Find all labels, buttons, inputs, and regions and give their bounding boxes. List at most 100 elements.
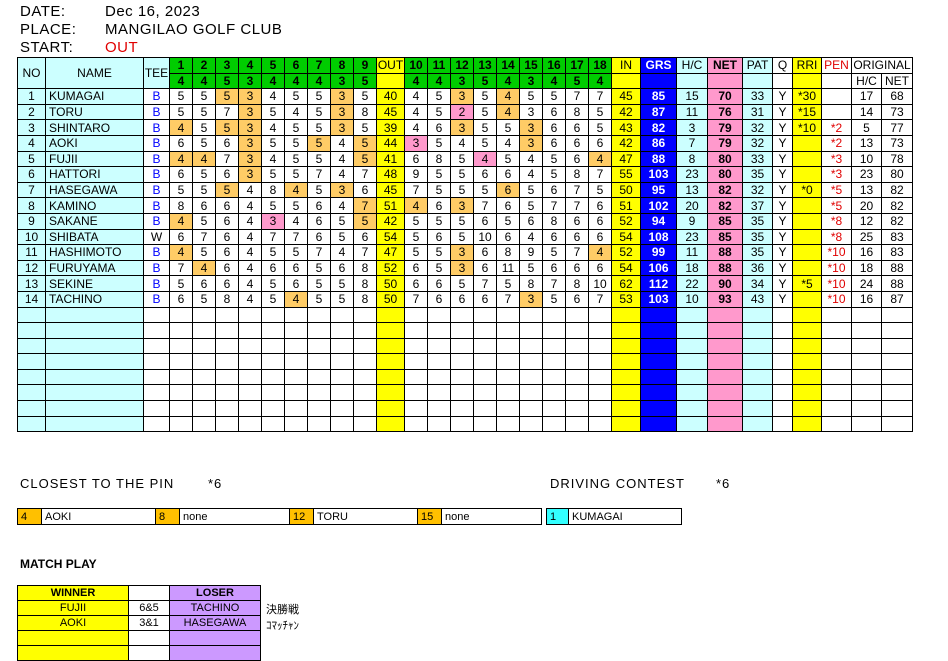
penalty: *10	[821, 275, 852, 292]
empty-cell	[473, 337, 497, 355]
putts: 33	[742, 150, 773, 168]
empty-row	[17, 384, 913, 402]
hole-score: 6	[542, 181, 566, 199]
hole-score: 8	[565, 103, 589, 121]
gross-score: 94	[640, 212, 677, 230]
empty-cell	[330, 306, 354, 324]
empty-cell	[611, 337, 641, 355]
hole-score: 7	[404, 181, 428, 199]
empty-cell	[473, 415, 497, 433]
hole-score: 8	[496, 244, 520, 261]
hole-score: 5	[215, 88, 239, 105]
empty-cell	[17, 337, 46, 355]
hole-score: 5	[542, 150, 566, 168]
empty-cell	[215, 415, 239, 433]
player-no: 6	[17, 166, 46, 183]
empty-cell	[542, 306, 566, 324]
hole-score: 7	[307, 244, 331, 261]
original-hc: 13	[851, 181, 882, 199]
empty-cell	[284, 337, 308, 355]
empty-cell	[821, 337, 852, 355]
original-net: 82	[881, 181, 913, 199]
hole-score: 5	[473, 134, 497, 152]
hole-score: 5	[473, 88, 497, 105]
closest-name: none	[441, 508, 542, 525]
empty-cell	[640, 400, 677, 417]
original-net: 88	[881, 259, 913, 277]
driving-title: DRIVING CONTEST	[550, 476, 685, 491]
hole-score: 8	[565, 275, 589, 292]
hole-score: 7	[473, 275, 497, 292]
hole-score: 5	[192, 212, 216, 230]
empty-cell	[676, 415, 708, 433]
in-total: 62	[611, 275, 641, 292]
empty-cell	[450, 337, 474, 355]
net-score: 79	[707, 119, 743, 136]
original-hc: 13	[851, 134, 882, 152]
empty-cell	[881, 353, 913, 370]
empty-cell	[238, 322, 262, 339]
empty-cell	[261, 353, 285, 370]
empty-cell	[128, 645, 170, 661]
hole-score: 3	[238, 103, 262, 121]
start-label: START:	[20, 39, 74, 56]
empty-cell	[821, 322, 852, 339]
handicap: 22	[676, 275, 708, 292]
hole-score: 2	[450, 103, 474, 121]
empty-cell	[473, 353, 497, 370]
hole-score: 3	[261, 212, 285, 230]
putts: 34	[742, 275, 773, 292]
empty-cell	[519, 337, 543, 355]
hole-score: 3	[450, 259, 474, 277]
empty-cell	[169, 337, 193, 355]
empty-row	[17, 400, 913, 417]
empty-cell	[353, 322, 377, 339]
hole-score: 5	[496, 119, 520, 136]
qualify: Y	[772, 197, 793, 214]
handicap: 18	[676, 259, 708, 277]
empty-cell	[330, 368, 354, 386]
hole-score: 4	[238, 275, 262, 292]
empty-cell	[128, 630, 170, 646]
player-tee: B	[143, 119, 170, 136]
empty-cell	[330, 353, 354, 370]
hole-score: 9	[519, 244, 543, 261]
hole-score: 6	[473, 166, 497, 183]
start-value: OUT	[105, 39, 139, 56]
empty-cell	[772, 72, 793, 90]
hole-score: 6	[496, 228, 520, 246]
in-total: 52	[611, 212, 641, 230]
qualify: Y	[772, 290, 793, 308]
hole-score: 6	[353, 181, 377, 199]
empty-cell	[450, 322, 474, 339]
rri	[792, 228, 822, 246]
empty-cell	[473, 368, 497, 386]
player-name: FURUYAMA	[45, 259, 144, 277]
empty-cell	[238, 368, 262, 386]
player-tee: B	[143, 150, 170, 168]
empty-cell	[792, 415, 822, 433]
empty-cell	[307, 384, 331, 402]
hole-score: 5	[192, 88, 216, 105]
hole-score: 5	[330, 228, 354, 246]
hole-score: 7	[588, 88, 612, 105]
hole-score: 5	[519, 259, 543, 277]
hole-score: 4	[169, 212, 193, 230]
hole-score: 5	[404, 212, 428, 230]
net-score: 80	[707, 150, 743, 168]
in-total: 54	[611, 259, 641, 277]
empty-cell	[427, 353, 451, 370]
rri: *5	[792, 275, 822, 292]
rri	[792, 134, 822, 152]
player-row: 3 SHINTARO B 4 5 5 3 4 5 5 3 5 39 4 6 3 5 5 3 6 6 5 43 82 3 79 32 Y…	[17, 119, 913, 136]
empty-cell	[192, 306, 216, 324]
original-net: 80	[881, 166, 913, 183]
in-total: 47	[611, 150, 641, 168]
empty-cell	[496, 400, 520, 417]
empty-cell	[238, 337, 262, 355]
hole-score: 6	[565, 259, 589, 277]
putts: 33	[742, 88, 773, 105]
col-net-header: NET	[707, 57, 743, 74]
empty-cell	[742, 306, 773, 324]
empty-cell	[307, 415, 331, 433]
